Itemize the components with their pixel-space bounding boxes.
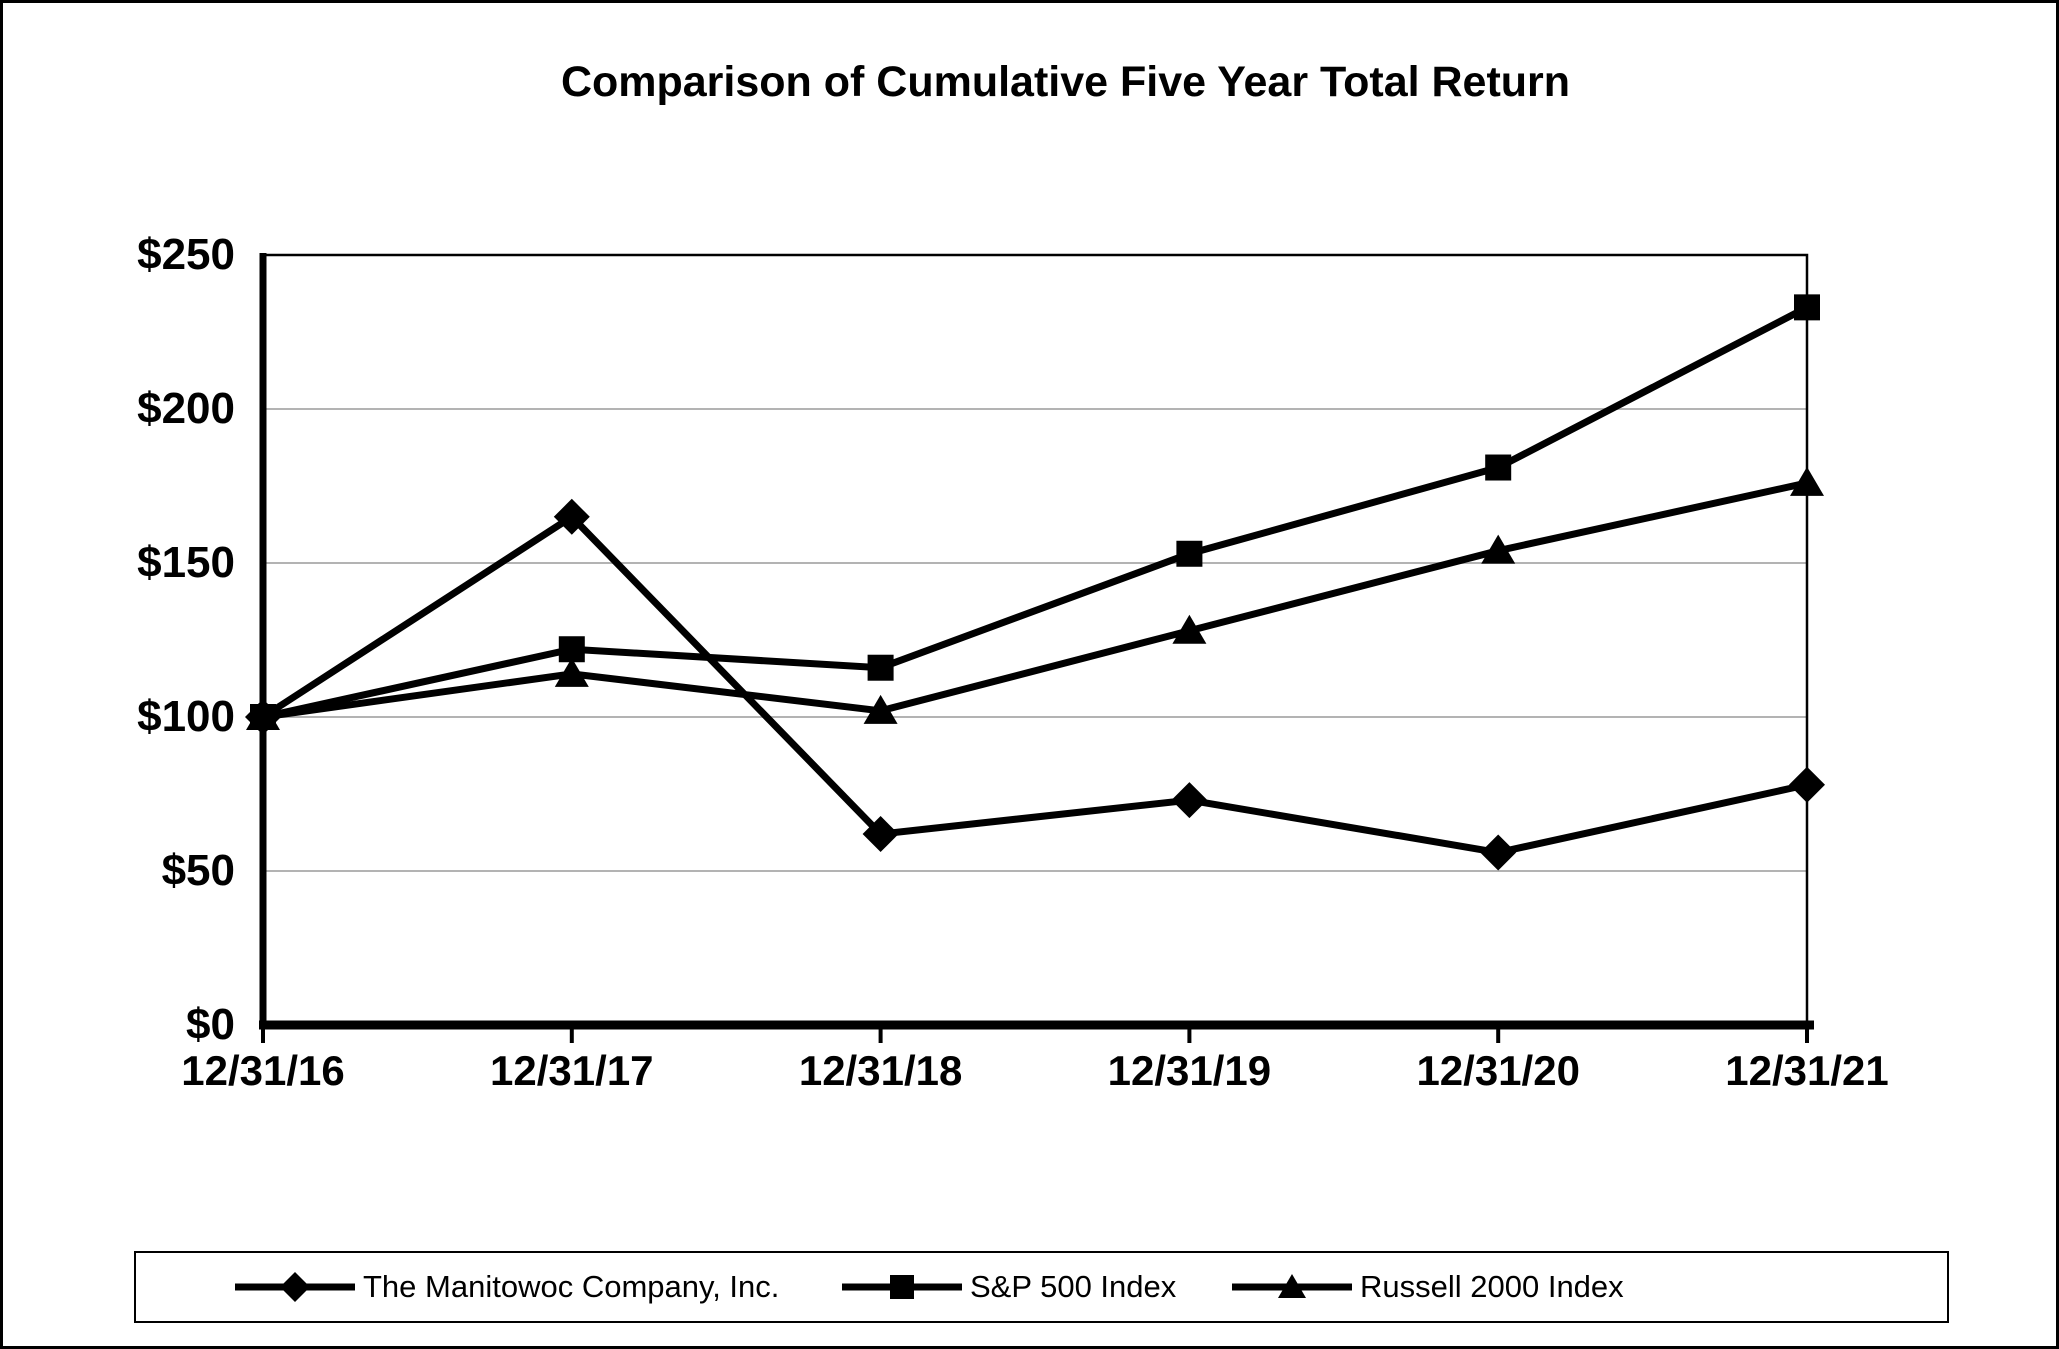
legend-label: S&P 500 Index (970, 1269, 1177, 1304)
data-point-triangle-marker (1790, 466, 1824, 496)
y-axis-tick-label: $50 (161, 846, 235, 895)
x-axis-tick-label: 12/31/17 (490, 1047, 654, 1094)
y-axis-tick-label: $0 (186, 1000, 235, 1049)
data-point-square-marker (1485, 454, 1512, 481)
legend: The Manitowoc Company, Inc. S&P 500 Index… (134, 1251, 1949, 1323)
legend-label: The Manitowoc Company, Inc. (363, 1269, 780, 1304)
plot-border (263, 253, 1809, 1025)
y-axis-tick-label: $250 (137, 230, 235, 279)
plot-area (245, 253, 1825, 1043)
chart-title: Comparison of Cumulative Five Year Total… (560, 58, 1571, 106)
x-axis-tick-label: 12/31/18 (798, 1047, 963, 1094)
legend-entry: The Manitowoc Company, Inc. (233, 1253, 779, 1321)
data-point-square-marker (867, 654, 894, 681)
series-line (262, 479, 1808, 721)
series-line (261, 512, 1808, 857)
y-axis-tick-label: $150 (137, 538, 235, 587)
square-legend-marker-icon (842, 1275, 962, 1299)
legend-entry: Russell 2000 Index (1230, 1253, 1624, 1321)
legend-entry: S&P 500 Index (840, 1253, 1176, 1321)
data-point-diamond-marker (553, 498, 590, 535)
y-axis-tick-label: $200 (137, 384, 235, 433)
data-point-diamond-marker (1789, 766, 1825, 803)
diamond-legend-marker-icon (235, 1272, 355, 1302)
triangle-legend-marker-icon (1232, 1274, 1352, 1298)
data-point-triangle-marker (246, 701, 280, 730)
data-point-square-marker (1794, 294, 1820, 321)
data-point-diamond-marker (862, 816, 899, 853)
data-point-square-marker (1176, 540, 1203, 567)
x-axis-tick-label: 12/31/21 (1725, 1047, 1889, 1094)
x-axis-tick-label: 12/31/19 (1107, 1047, 1272, 1094)
y-axis-tick-label: $100 (137, 692, 235, 741)
x-axis-tick-label: 12/31/16 (181, 1047, 345, 1094)
data-point-diamond-marker (1480, 834, 1517, 871)
series-line (262, 304, 1809, 721)
data-point-triangle-marker (1481, 534, 1516, 564)
data-point-triangle-marker (1172, 614, 1207, 644)
data-point-triangle-marker (863, 694, 898, 724)
legend-label: Russell 2000 Index (1360, 1269, 1624, 1304)
data-point-diamond-marker (1171, 782, 1208, 819)
x-axis-tick-label: 12/31/20 (1416, 1047, 1580, 1094)
data-point-triangle-marker (554, 657, 589, 687)
